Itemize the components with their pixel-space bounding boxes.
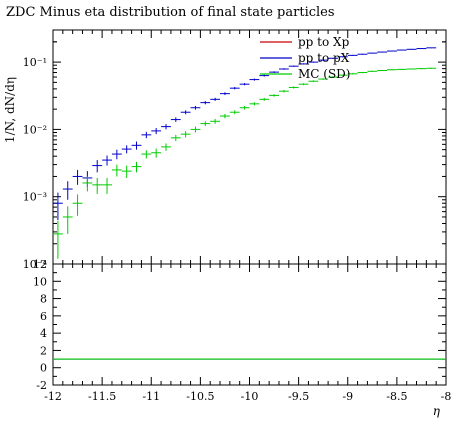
series-1	[53, 47, 437, 221]
series-2	[53, 67, 437, 259]
ratio-y-tick-label: 10	[33, 275, 47, 288]
x-tick-label: -9	[342, 390, 353, 403]
y-tick-label: 10⁻⁴	[23, 258, 48, 271]
ratio-y-tick-label: -2	[36, 379, 47, 392]
x-tick-label: -8.5	[386, 390, 407, 403]
y-axis-label: 1/N, dN/dη	[3, 77, 17, 143]
x-tick-label: -10.5	[186, 390, 214, 403]
x-tick-label: -11	[142, 390, 160, 403]
x-tick-label: -8	[441, 390, 452, 403]
x-tick-label: -12	[44, 390, 62, 403]
ratio-y-tick-label: 4	[40, 327, 47, 340]
ratio-plot-frame	[52, 263, 447, 386]
legend-label: pp to pX	[298, 51, 350, 65]
y-tick-label: 10⁻²	[23, 123, 47, 136]
main-panel: 10⁻⁴ 10⁻³ 10⁻² 10⁻¹	[23, 29, 447, 271]
y-tick-label: 10⁻¹	[23, 56, 47, 69]
x-tick-label: -11.5	[88, 390, 116, 403]
main-plot-frame	[52, 29, 447, 265]
ratio-panel: -12 -11.5 -11 -10.5 -10 -9.5 -9 -8.5 -8 -2 0 2 4 6 8 10…	[33, 258, 451, 403]
y-tick-label: 10⁻³	[23, 191, 47, 204]
legend-label: MC (SD)	[298, 67, 351, 81]
ratio-y-tick-label: 6	[40, 310, 47, 323]
x-tick-label: -9.5	[288, 390, 309, 403]
ratio-y-tick-label: 2	[40, 344, 47, 357]
ratio-y-tick-label: 8	[40, 293, 47, 306]
x-axis-label: η	[433, 404, 441, 418]
chart-title: ZDC Minus eta distribution of final stat…	[6, 5, 335, 20]
x-tick-label: -10	[241, 390, 259, 403]
legend: pp to Xp pp to pX MC (SD)	[260, 35, 351, 81]
ratio-y-tick-label: 0	[40, 362, 47, 375]
ratio-y-tick-label: 12	[33, 258, 47, 271]
legend-label: pp to Xp	[298, 35, 350, 49]
